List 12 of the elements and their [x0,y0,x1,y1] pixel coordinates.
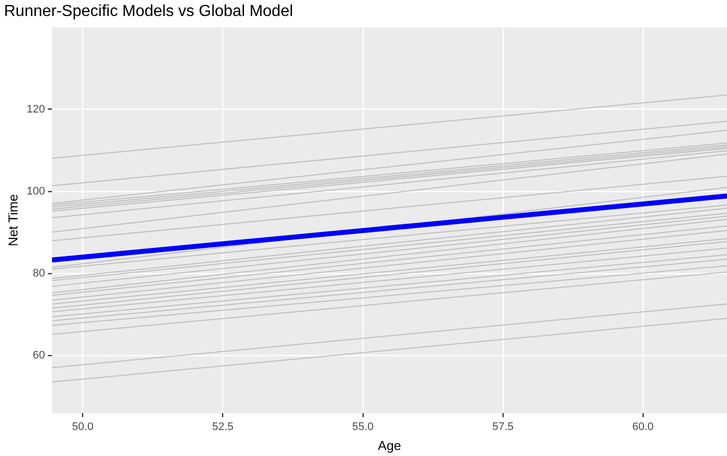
y-tick-label: 120 [26,103,45,116]
x-tick-label: 50.0 [72,420,94,433]
y-axis-title: Net Time [5,194,20,246]
x-tick-label: 52.5 [212,420,234,433]
y-tick-label: 80 [32,268,45,280]
x-tick-label: 55.0 [352,420,374,433]
chart-title: Runner-Specific Models vs Global Model [4,3,294,20]
y-tick-label: 60 [32,350,45,362]
y-tick-label: 100 [26,185,45,198]
x-axis-title: Age [378,438,402,453]
x-tick-label: 57.5 [492,420,514,433]
x-tick-label: 60.0 [632,420,654,433]
